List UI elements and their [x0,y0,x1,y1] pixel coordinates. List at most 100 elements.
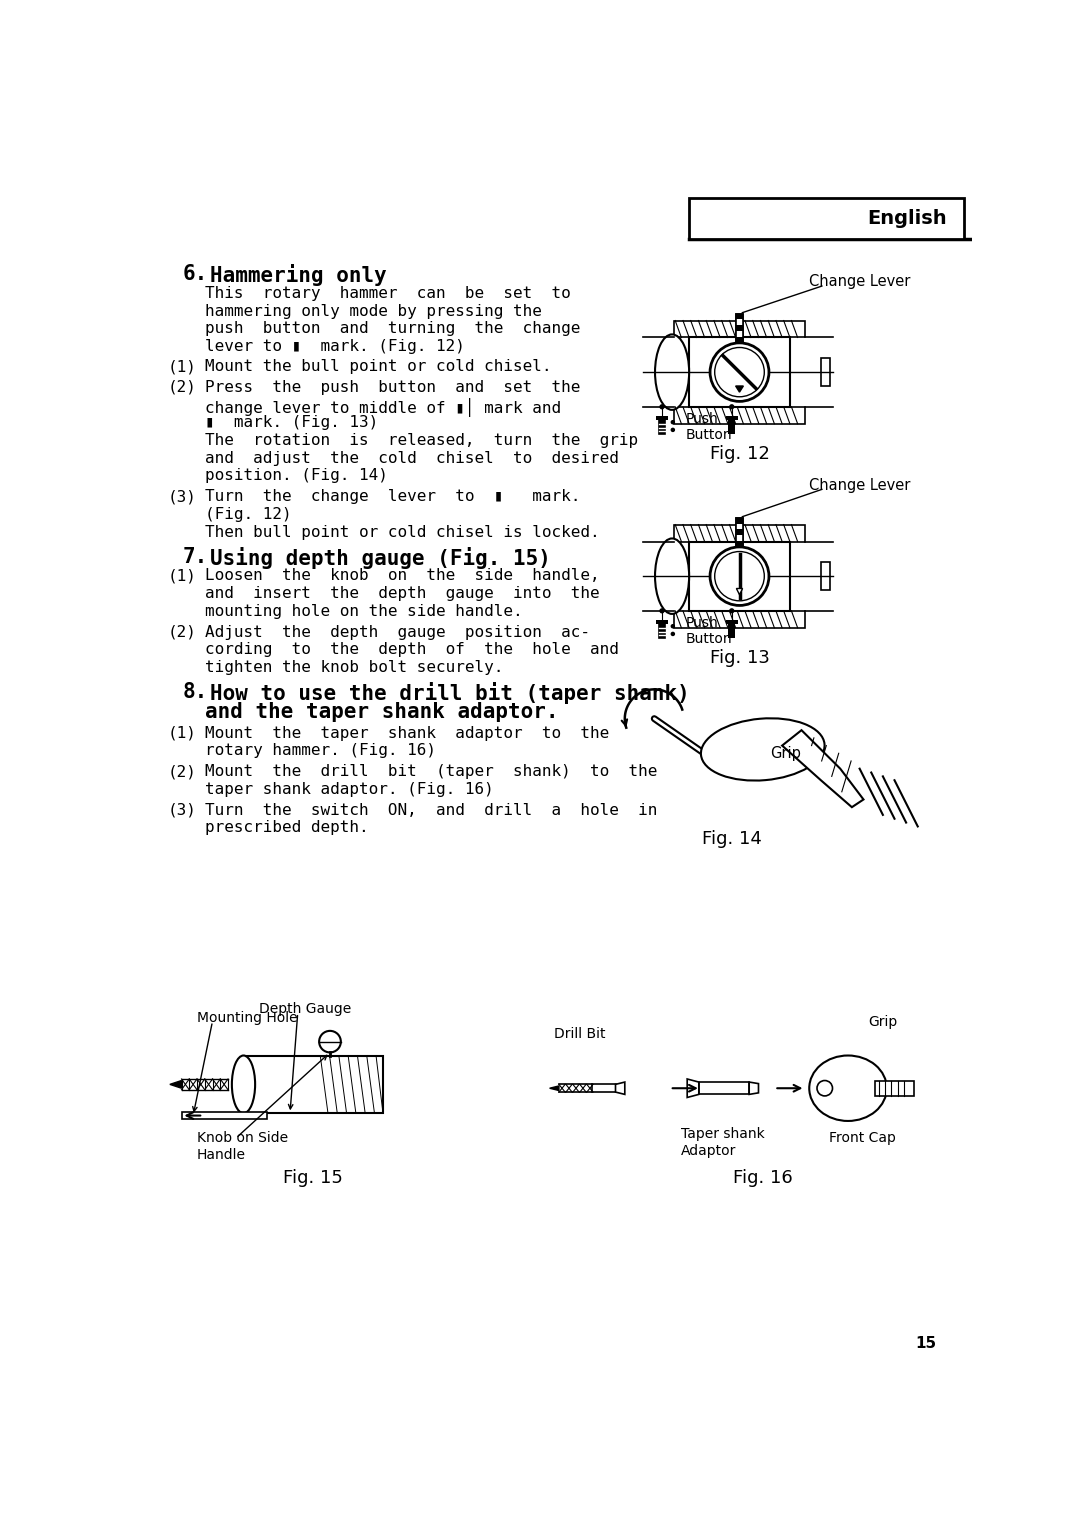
Text: taper shank adaptor. (Fig. 16): taper shank adaptor. (Fig. 16) [205,781,494,797]
Bar [821,563,831,590]
Circle shape [816,1081,833,1096]
Text: Taper shank
Adaptor: Taper shank Adaptor [681,1127,765,1157]
Text: tighten the knob bolt securely.: tighten the knob bolt securely. [205,661,503,676]
Text: (2): (2) [167,764,197,780]
Text: Push
Button: Push Button [685,411,732,442]
Text: Then bull point or cold chisel is locked.: Then bull point or cold chisel is locked… [205,524,599,540]
Text: ▮  mark. (Fig. 13): ▮ mark. (Fig. 13) [205,416,378,430]
Text: Change Lever: Change Lever [809,477,910,492]
Polygon shape [687,1079,699,1098]
Text: Grip: Grip [770,746,801,760]
Text: 15: 15 [915,1336,936,1352]
Bar [735,541,743,547]
Text: Fig. 14: Fig. 14 [702,830,761,849]
Bar [592,1084,616,1092]
Text: hammering only mode by pressing the: hammering only mode by pressing the [205,304,542,318]
Bar [181,1112,267,1119]
Text: Fig. 13: Fig. 13 [710,650,769,667]
Circle shape [710,547,769,605]
Circle shape [710,342,769,402]
Bar [726,621,738,624]
Bar [699,1083,750,1095]
Bar [735,336,743,342]
Bar [735,313,743,342]
Text: (3): (3) [167,803,197,818]
Bar [656,621,669,624]
Text: The  rotation  is  released,  turn  the  grip: The rotation is released, turn the grip [205,433,638,448]
Bar [659,420,665,434]
Text: and  adjust  the  cold  chisel  to  desired: and adjust the cold chisel to desired [205,451,619,466]
Bar [735,332,743,336]
Bar [735,529,743,535]
Text: Push
Button: Push Button [685,616,732,645]
Text: Grip: Grip [868,1015,897,1029]
Text: prescribed depth.: prescribed depth. [205,820,368,835]
Bar [735,320,743,326]
Text: Mount the bull point or cold chisel.: Mount the bull point or cold chisel. [205,359,551,375]
Polygon shape [170,1081,181,1089]
Circle shape [320,1031,341,1052]
Polygon shape [616,1083,625,1095]
Bar [674,321,806,338]
Ellipse shape [809,1055,887,1121]
Circle shape [730,405,733,408]
Text: position. (Fig. 14): position. (Fig. 14) [205,468,388,483]
Text: This  rotary  hammer  can  be  set  to: This rotary hammer can be set to [205,286,570,301]
Text: and the taper shank adaptor.: and the taper shank adaptor. [205,702,558,723]
Text: Mount  the  taper  shank  adaptor  to  the: Mount the taper shank adaptor to the [205,726,609,740]
Text: Fig. 12: Fig. 12 [710,445,769,463]
Bar [689,338,789,407]
Text: mounting hole on the side handle.: mounting hole on the side handle. [205,604,523,619]
Text: Adjust  the  depth  gauge  position  ac-: Adjust the depth gauge position ac- [205,625,590,639]
Polygon shape [737,589,743,595]
Circle shape [672,633,674,636]
Text: Depth Gauge: Depth Gauge [259,1001,351,1015]
Text: 8.: 8. [183,682,208,702]
Bar [875,1081,914,1096]
Bar [689,199,964,239]
Text: (1): (1) [167,569,197,584]
Bar [735,518,743,547]
Text: Change Lever: Change Lever [809,274,910,289]
Text: Fig. 16: Fig. 16 [733,1170,793,1187]
Bar [728,420,735,434]
Text: Front Cap: Front Cap [828,1130,895,1145]
Bar [735,523,743,529]
Text: Turn  the  change  lever  to  ▮   mark.: Turn the change lever to ▮ mark. [205,489,580,505]
Text: 7.: 7. [183,547,208,567]
Text: Fig. 15: Fig. 15 [283,1170,343,1187]
Text: Mounting Hole: Mounting Hole [197,1011,298,1026]
Text: (1): (1) [167,726,197,740]
Polygon shape [550,1086,559,1090]
Text: (2): (2) [167,625,197,639]
Bar [735,518,743,547]
Circle shape [672,428,674,431]
Ellipse shape [656,538,689,615]
Text: cording  to  the  depth  of  the  hole  and: cording to the depth of the hole and [205,642,619,657]
Text: (3): (3) [167,489,197,505]
Circle shape [715,552,765,601]
Bar [243,1055,383,1113]
Ellipse shape [656,335,689,410]
Bar [659,624,665,638]
Bar [674,610,806,628]
Text: push  button  and  turning  the  change: push button and turning the change [205,321,580,336]
Bar [689,541,789,610]
Text: Using depth gauge (Fig. 15): Using depth gauge (Fig. 15) [211,547,551,569]
Ellipse shape [232,1055,255,1113]
Circle shape [660,609,664,613]
Text: How to use the drill bit (taper shank): How to use the drill bit (taper shank) [211,682,690,705]
Text: Press  the  push  button  and  set  the: Press the push button and set the [205,379,580,394]
Bar [674,524,806,541]
Bar [728,624,735,638]
Bar [735,518,743,523]
Circle shape [715,347,765,396]
Bar [735,313,743,320]
Bar [656,416,669,420]
Bar [821,358,831,385]
Text: Knob on Side
Handle: Knob on Side Handle [197,1130,288,1162]
Text: lever to ▮  mark. (Fig. 12): lever to ▮ mark. (Fig. 12) [205,339,464,355]
Polygon shape [782,731,864,807]
Bar [735,535,743,541]
Text: Drill Bit: Drill Bit [554,1026,605,1041]
